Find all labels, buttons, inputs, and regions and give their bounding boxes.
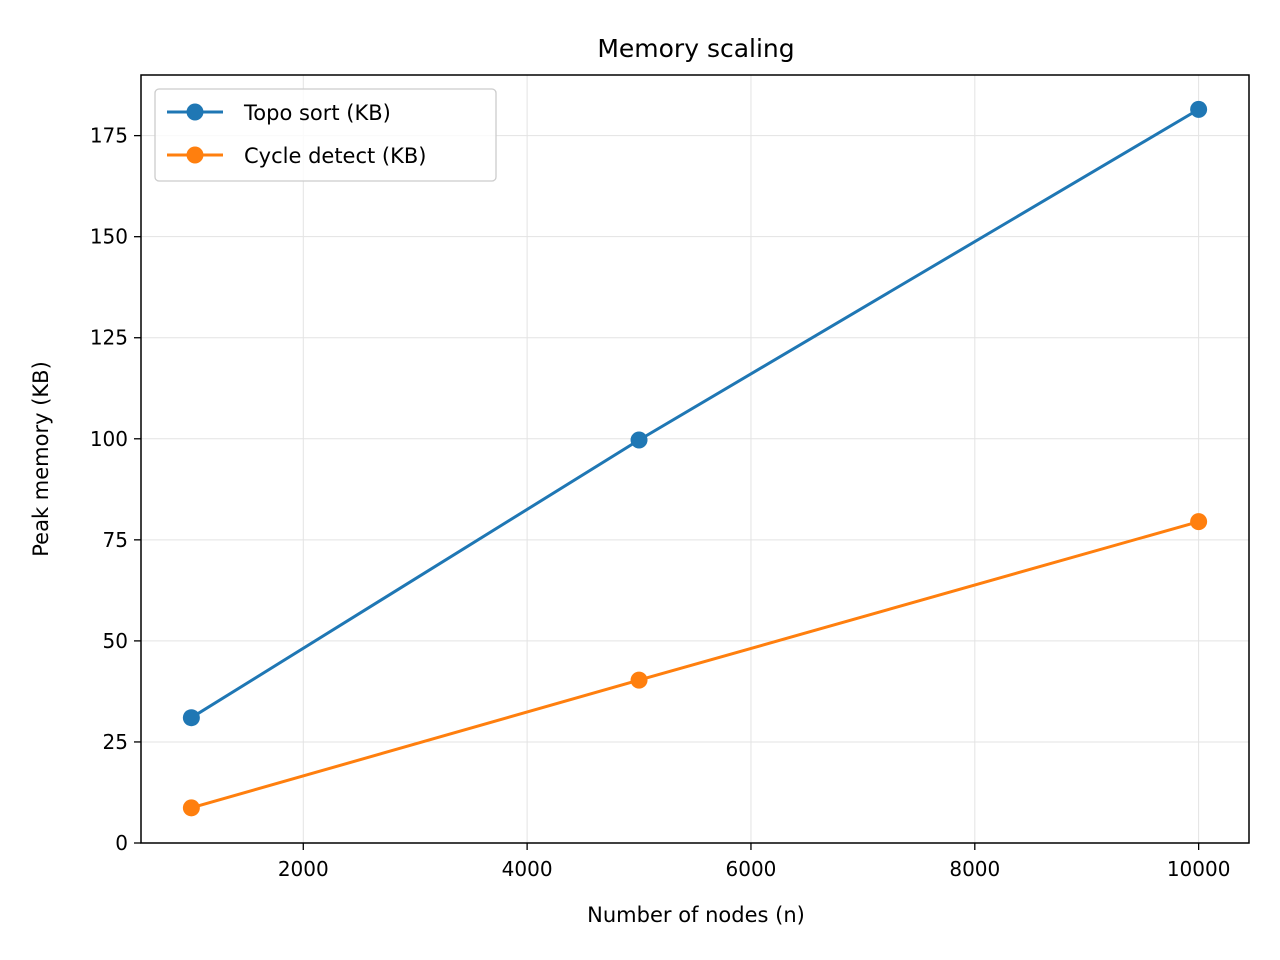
x-tick-label: 10000 <box>1167 857 1231 881</box>
y-tick-label: 0 <box>115 831 128 855</box>
data-point <box>182 799 200 817</box>
data-point <box>182 709 200 727</box>
legend-label: Topo sort (KB) <box>243 101 391 125</box>
chart-title: Memory scaling <box>597 34 794 63</box>
data-point <box>1190 100 1208 118</box>
plot-frame <box>140 74 1250 844</box>
y-tick-label: 175 <box>90 124 128 148</box>
legend-item: Cycle detect (KB) <box>167 144 427 168</box>
legend-label: Cycle detect (KB) <box>244 144 427 168</box>
y-tick-label: 75 <box>103 528 128 552</box>
x-axis: 2000 4000 6000 8000 10000 <box>278 843 1231 881</box>
data-point <box>1190 513 1208 531</box>
series-layer <box>182 100 1208 817</box>
x-tick-label: 8000 <box>949 857 1000 881</box>
y-tick-label: 25 <box>103 730 128 754</box>
legend-marker <box>186 146 204 164</box>
series-0 <box>182 100 1208 727</box>
x-axis-label: Number of nodes (n) <box>587 903 805 927</box>
legend-box <box>154 88 497 182</box>
data-point <box>630 671 648 689</box>
data-point <box>630 431 648 449</box>
x-tick-label: 2000 <box>278 857 329 881</box>
x-tick-label: 4000 <box>502 857 553 881</box>
legend-item: Topo sort (KB) <box>167 101 391 125</box>
legend: Topo sort (KB) Cycle detect (KB) <box>154 88 497 182</box>
grid <box>141 75 1249 844</box>
y-axis: 0 25 50 75 100 125 150 175 <box>90 124 141 855</box>
y-tick-label: 125 <box>90 326 128 350</box>
legend-marker <box>186 103 204 121</box>
y-tick-label: 150 <box>90 225 128 249</box>
series-1 <box>182 513 1208 817</box>
y-tick-label: 50 <box>103 629 128 653</box>
y-axis-label: Peak memory (KB) <box>29 361 53 557</box>
y-tick-label: 100 <box>90 427 128 451</box>
x-tick-label: 6000 <box>726 857 777 881</box>
